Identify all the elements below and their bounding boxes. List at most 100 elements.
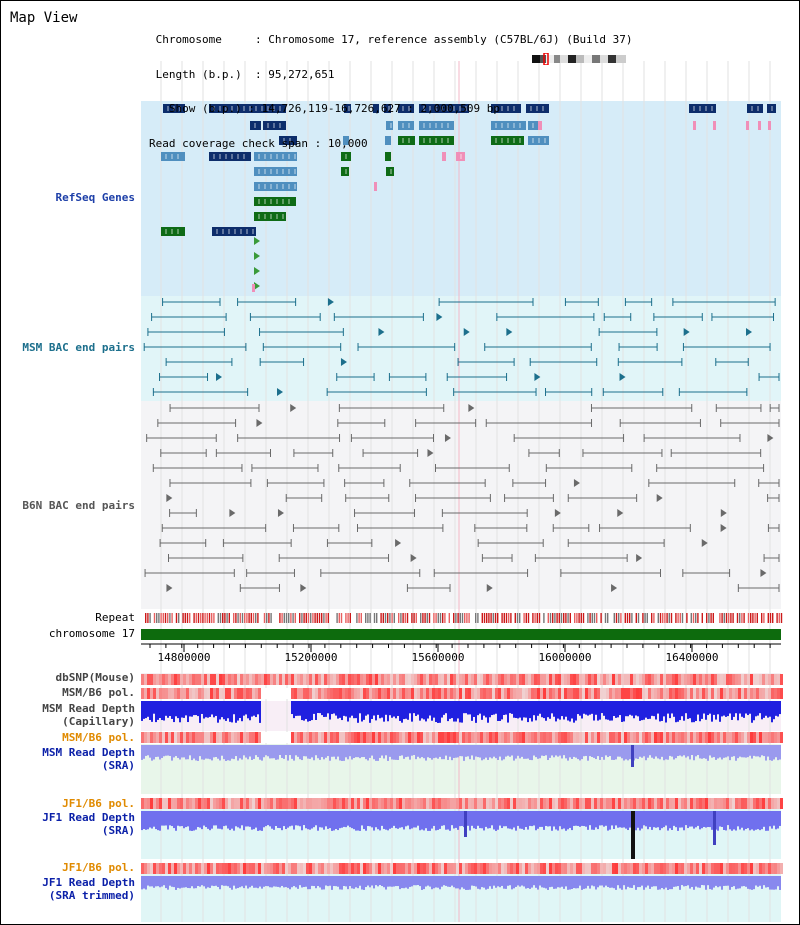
track-label-b6n-bac[interactable]: B6N BAC end pairs: [22, 499, 135, 512]
repeat-mark: [563, 613, 565, 623]
depth-bar: [699, 745, 701, 759]
bac-arrow: [554, 509, 561, 517]
depth-bar: [613, 701, 615, 717]
refseq-genes-group[interactable]: [161, 104, 776, 292]
depth-bar: [747, 745, 749, 758]
heat-cell: [495, 798, 498, 809]
ideogram-band: [546, 55, 554, 63]
jf1-b6-pol-2-heat[interactable]: [141, 863, 783, 874]
heat-cell: [324, 732, 327, 743]
heat-cell: [159, 798, 162, 809]
depth-bar: [237, 876, 239, 889]
depth-bar: [645, 701, 647, 718]
heat-cell: [282, 732, 285, 743]
track-label-msm-depth-capillary[interactable]: MSM Read Depth (Capillary): [1, 702, 135, 728]
track-label-msm-bac[interactable]: MSM BAC end pairs: [22, 341, 135, 354]
bac-arrow: [166, 584, 173, 592]
heat-cell: [630, 674, 633, 685]
heat-cell: [411, 688, 414, 699]
msm-b6-pol-heat[interactable]: [141, 688, 783, 699]
track-label-msm-depth-sra[interactable]: MSM Read Depth (SRA): [1, 746, 135, 772]
track-label-jf1-b6-pol[interactable]: JF1/B6 pol.: [62, 797, 135, 810]
heat-cell: [594, 674, 597, 685]
heat-cell: [270, 674, 273, 685]
depth-bar: [777, 745, 779, 761]
gene-exon-mark: [173, 106, 175, 111]
depth-bar: [315, 701, 317, 720]
jf1-depth-sra-bars[interactable]: [141, 811, 781, 831]
depth-bar: [667, 701, 669, 714]
depth-bar: [191, 876, 193, 887]
jf1-depth-trimmed-bars[interactable]: [141, 876, 781, 890]
heat-cell: [636, 798, 639, 809]
msm-depth-sra-bars[interactable]: [141, 745, 781, 761]
chromosome-ideogram[interactable]: [530, 53, 628, 65]
repeat-mark: [589, 613, 591, 623]
depth-bar: [263, 876, 265, 887]
depth-bar: [497, 701, 499, 721]
repeat-mark: [217, 613, 219, 623]
track-label-msm-b6-pol-2[interactable]: MSM/B6 pol.: [62, 731, 135, 744]
track-label-jf1-depth-sra[interactable]: JF1 Read Depth (SRA): [1, 811, 135, 837]
depth-bar: [773, 811, 775, 826]
heat-cell: [603, 688, 606, 699]
depth-bar: [681, 745, 683, 757]
heat-cell: [567, 732, 570, 743]
bac-arrow: [636, 554, 643, 562]
heat-cell: [486, 732, 489, 743]
heat-cell: [660, 688, 663, 699]
depth-bar: [305, 811, 307, 829]
track-label-jf1-b6-pol-2[interactable]: JF1/B6 pol.: [62, 861, 135, 874]
heat-cell: [537, 863, 540, 874]
heat-cell: [432, 798, 435, 809]
heat-cell: [291, 674, 294, 685]
depth-bar: [557, 876, 559, 888]
msm-depth-capillary-bars[interactable]: [141, 701, 781, 723]
heat-cell: [303, 732, 306, 743]
track-label-msm-b6-pol[interactable]: MSM/B6 pol.: [62, 686, 135, 699]
jf1-b6-pol-heat[interactable]: [141, 798, 783, 809]
track-label-dbsnp[interactable]: dbSNP(Mouse): [55, 671, 135, 684]
depth-bar: [463, 745, 465, 761]
depth-bar: [393, 745, 395, 760]
repeat-mark: [591, 613, 593, 623]
heat-cell: [195, 732, 198, 743]
heat-cell: [630, 798, 633, 809]
depth-bar: [299, 811, 301, 827]
gene-feature: [713, 121, 716, 130]
depth-bar: [513, 811, 515, 828]
gene-exon-mark: [246, 229, 248, 234]
depth-bar: [419, 701, 421, 721]
heat-cell: [585, 688, 588, 699]
track-label-jf1-depth-trimmed[interactable]: JF1 Read Depth (SRA trimmed): [1, 876, 135, 902]
depth-bar: [747, 701, 749, 716]
b6n-bac-pairs[interactable]: [144, 404, 780, 592]
gene-exon-mark: [225, 106, 227, 111]
depth-bar: [329, 701, 331, 720]
repeat-mark: [233, 613, 235, 623]
heat-cell: [156, 674, 159, 685]
heat-cell: [513, 688, 516, 699]
depth-bar: [207, 745, 209, 759]
depth-bar: [477, 701, 479, 716]
msm-bac-pairs[interactable]: [143, 298, 780, 396]
gene-exon-mark: [264, 184, 266, 189]
depth-bar: [179, 701, 181, 723]
repeat-mark: [750, 613, 752, 623]
dbsnp-heat[interactable]: [141, 674, 783, 685]
heat-cell: [222, 674, 225, 685]
depth-bar: [197, 701, 199, 717]
repeat-mark: [752, 613, 754, 623]
repeat-mark: [728, 613, 730, 623]
heat-cell: [669, 688, 672, 699]
depth-bar: [341, 745, 343, 761]
track-label-refseq-genes[interactable]: RefSeq Genes: [55, 191, 135, 204]
repeat-mark: [675, 613, 677, 623]
gene-exon-mark: [276, 184, 278, 189]
depth-bar: [743, 745, 745, 758]
msm-b6-pol-2-heat[interactable]: [141, 732, 783, 743]
depth-bar: [389, 811, 391, 829]
heat-cell: [558, 674, 561, 685]
ideogram-selection-marker[interactable]: [543, 53, 549, 65]
